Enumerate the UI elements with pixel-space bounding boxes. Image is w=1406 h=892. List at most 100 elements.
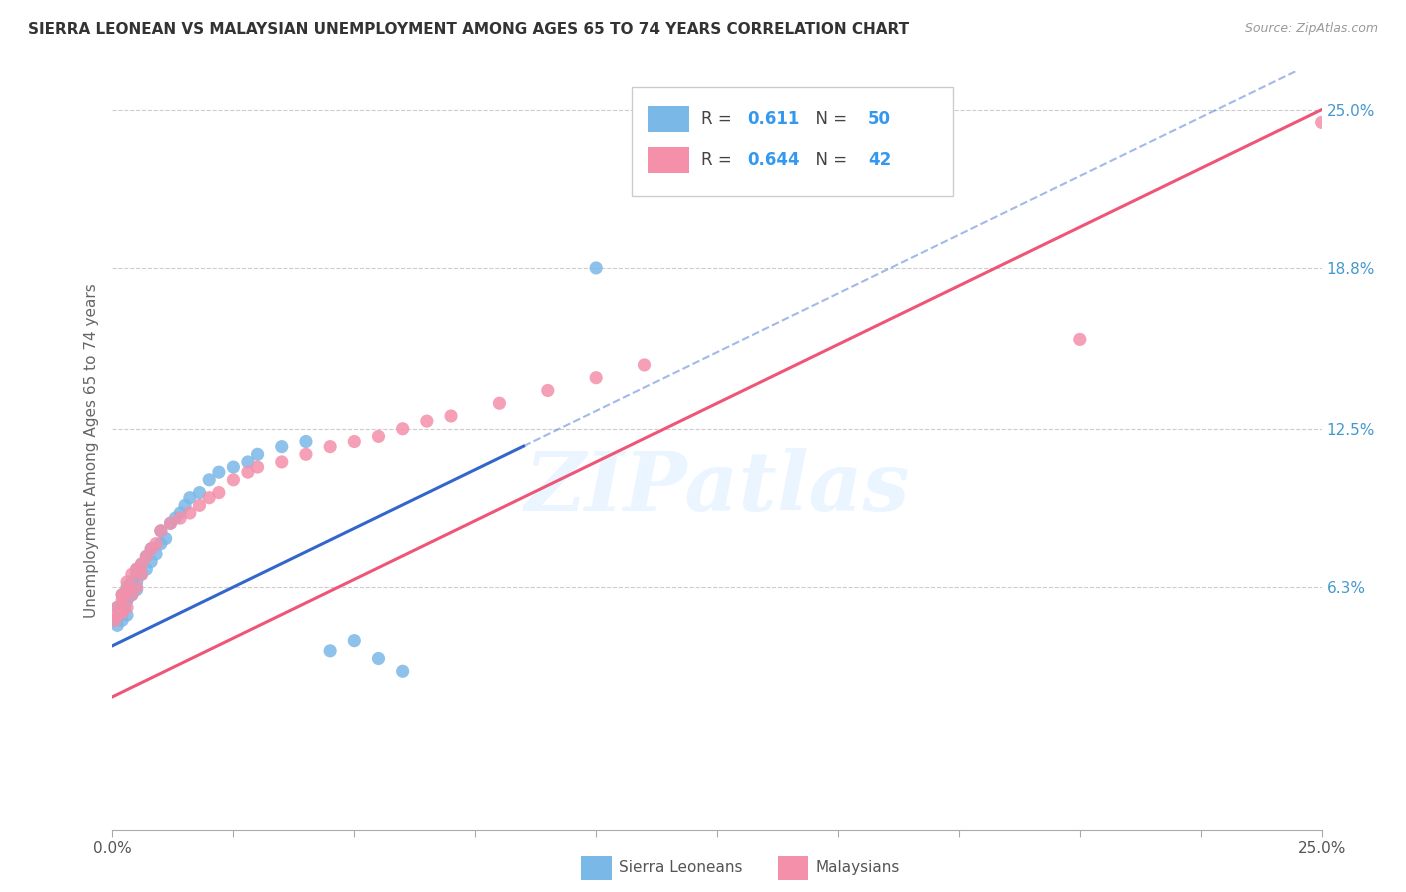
Point (121, 588, 143, 602)
Point (198, 491, 221, 505)
Point (488, 396, 510, 410)
Point (141, 541, 163, 556)
Point (111, 598, 134, 612)
Point (125, 567, 148, 582)
Point (114, 600, 136, 615)
FancyBboxPatch shape (648, 106, 689, 132)
Point (165, 511, 187, 525)
Text: Sierra Leoneans: Sierra Leoneans (619, 861, 742, 875)
Point (121, 567, 143, 582)
Point (246, 447, 269, 461)
Text: Source: ZipAtlas.com: Source: ZipAtlas.com (1244, 22, 1378, 36)
Point (367, 429, 389, 443)
Point (115, 588, 138, 602)
Point (174, 499, 197, 513)
FancyBboxPatch shape (648, 147, 689, 173)
Point (343, 633, 366, 648)
Point (827, 179, 849, 194)
Point (125, 562, 148, 576)
Point (115, 600, 138, 615)
Point (246, 460, 269, 475)
Point (159, 516, 181, 531)
Point (135, 562, 157, 576)
Text: R =: R = (702, 110, 737, 128)
FancyBboxPatch shape (778, 856, 808, 880)
Text: 0.611: 0.611 (748, 110, 800, 128)
Point (270, 455, 292, 469)
Point (391, 422, 413, 436)
Point (198, 473, 221, 487)
Point (149, 524, 172, 538)
Point (367, 651, 389, 665)
Point (295, 447, 318, 461)
Point (125, 580, 148, 594)
FancyBboxPatch shape (581, 856, 612, 880)
Text: R =: R = (702, 151, 737, 169)
Point (222, 473, 245, 487)
Point (585, 260, 607, 275)
Point (111, 606, 134, 620)
Point (208, 485, 231, 500)
Point (115, 592, 138, 607)
Point (105, 600, 128, 615)
Point (169, 506, 191, 520)
Point (121, 580, 143, 594)
Point (104, 613, 127, 627)
Point (179, 491, 201, 505)
Point (105, 608, 128, 623)
Point (111, 588, 134, 602)
Point (537, 384, 560, 398)
Point (343, 434, 366, 449)
Text: 50: 50 (868, 110, 891, 128)
Point (270, 440, 292, 454)
Y-axis label: Unemployment Among Ages 65 to 74 years: Unemployment Among Ages 65 to 74 years (83, 283, 98, 618)
Point (111, 606, 134, 620)
Point (121, 574, 143, 589)
Point (111, 613, 134, 627)
Text: 0.644: 0.644 (748, 151, 800, 169)
Point (115, 592, 138, 607)
Point (141, 541, 163, 556)
Point (416, 414, 439, 428)
Point (145, 536, 167, 550)
Point (145, 547, 167, 561)
Point (633, 358, 655, 372)
Point (188, 485, 211, 500)
Point (208, 465, 231, 479)
Text: ZIPatlas: ZIPatlas (524, 449, 910, 528)
Point (108, 608, 131, 623)
Point (115, 608, 138, 623)
Point (111, 588, 134, 602)
Point (169, 511, 191, 525)
Point (236, 455, 259, 469)
Point (131, 567, 153, 582)
Point (585, 370, 607, 384)
Text: 42: 42 (868, 151, 891, 169)
Point (159, 516, 181, 531)
Point (135, 549, 157, 564)
Point (141, 554, 163, 568)
FancyBboxPatch shape (633, 87, 953, 196)
Point (131, 557, 153, 571)
Point (105, 600, 128, 615)
Point (135, 549, 157, 564)
Point (319, 644, 342, 658)
Point (115, 574, 138, 589)
Point (319, 440, 342, 454)
Point (131, 567, 153, 582)
Point (125, 574, 148, 589)
Point (104, 613, 127, 627)
Text: N =: N = (806, 110, 852, 128)
Point (131, 557, 153, 571)
Point (115, 580, 138, 594)
Point (105, 618, 128, 632)
Point (149, 536, 172, 550)
Point (1310, 115, 1333, 129)
Point (125, 582, 148, 597)
Point (111, 592, 134, 607)
Point (295, 434, 318, 449)
Text: Malaysians: Malaysians (815, 861, 900, 875)
Point (188, 499, 211, 513)
Point (222, 460, 245, 475)
Point (115, 582, 138, 597)
